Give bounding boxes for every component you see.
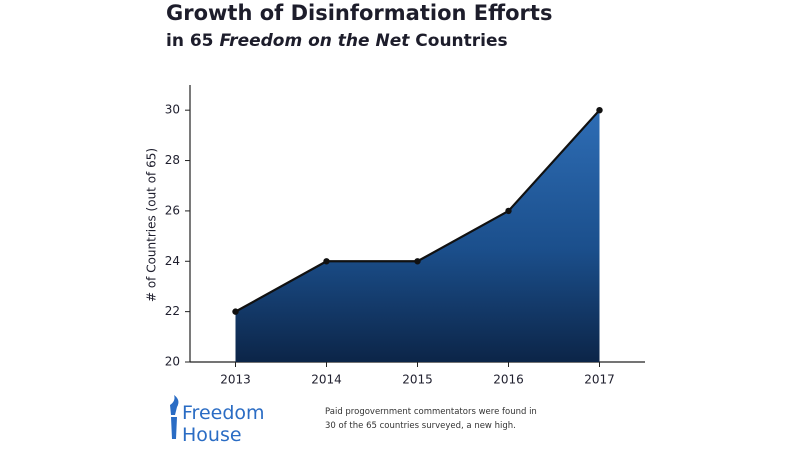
y-tick-label: 20 [165,355,180,369]
x-tick-label: 2015 [402,373,433,387]
y-tick-label: 26 [165,203,180,217]
logo-text: Freedom [182,402,265,424]
chart-title: Growth of Disinformation Efforts [166,1,552,25]
x-tick-label: 2016 [493,373,524,387]
subtitle-text: in 65 [166,31,214,51]
logo-text: House [182,424,242,446]
x-tick-label: 2017 [584,373,615,387]
y-tick-label: 24 [165,254,180,268]
point [323,258,330,265]
subtitle-text: Countries [415,31,507,51]
point [596,106,603,114]
note: 30 of the 65 countries surveyed, a new h… [325,421,516,431]
y-tick-label: 22 [165,304,180,318]
chart-subtitle: in 65 Freedom on the Net Countries [166,31,508,51]
note: Paid progovernment commentators were fou… [325,407,537,417]
y-tick-label: 28 [165,153,180,167]
x-tick-label: 2013 [220,373,251,387]
torch-icon [170,395,179,439]
y-axis-label: # of Countries (out of 65) [145,148,159,302]
point [505,207,512,215]
x-tick-label: 2014 [311,373,342,387]
point [232,308,239,315]
point [414,258,421,265]
logo: Freedom House [170,395,265,446]
subtitle-emphasis: Freedom on the Net [219,31,410,51]
area [235,110,600,362]
y-tick-label: 30 [165,103,180,117]
